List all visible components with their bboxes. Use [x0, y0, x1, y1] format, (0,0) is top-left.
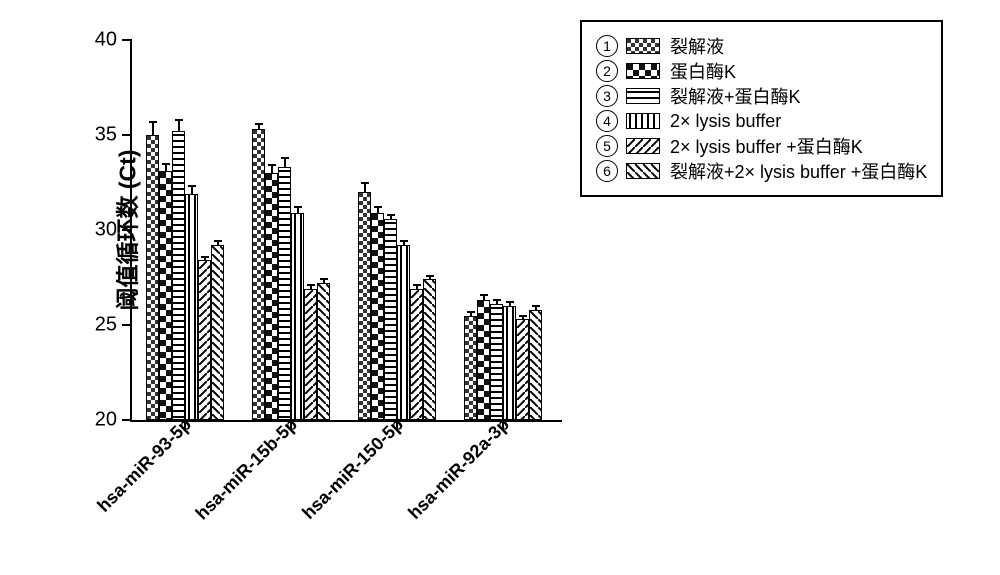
legend-swatch: [626, 63, 660, 79]
bar: [477, 300, 490, 420]
bar: [198, 260, 211, 420]
plot-area: 2025303540hsa-miR-93-5phsa-miR-15b-5phsa…: [130, 40, 562, 422]
legend-label: 裂解液+蛋白酶K: [670, 83, 801, 109]
y-tick-label: 20: [87, 409, 117, 432]
x-tick-label: hsa-miR-15b-5p: [192, 414, 302, 524]
legend-row: 5 2× lysis buffer +蛋白酶K: [596, 135, 927, 157]
error-cap: [413, 284, 421, 286]
bar: [304, 289, 317, 420]
bar: [464, 316, 477, 421]
legend-number: 5: [596, 135, 618, 157]
chart-container: 阈值循环数 (Ct) 2025303540hsa-miR-93-5phsa-mi…: [40, 10, 960, 565]
legend-label: 裂解液+2× lysis buffer +蛋白酶K: [670, 158, 927, 184]
error-cap: [532, 305, 540, 307]
error-cap: [201, 256, 209, 258]
legend-number: 2: [596, 60, 618, 82]
legend-number: 4: [596, 110, 618, 132]
error-stem: [178, 120, 180, 131]
error-cap: [506, 301, 514, 303]
error-stem: [152, 122, 154, 135]
bar: [423, 279, 436, 420]
legend-box: 1 裂解液 2 蛋白酶K 3 裂解液+蛋白酶K 4 2× lysis buffer 5 2× ly…: [580, 20, 943, 197]
bar: [172, 131, 185, 420]
bar: [211, 245, 224, 420]
bar: [159, 171, 172, 420]
error-cap: [374, 206, 382, 208]
y-tick: [122, 229, 132, 231]
error-cap: [255, 123, 263, 125]
error-cap: [387, 214, 395, 216]
error-cap: [320, 278, 328, 280]
error-cap: [307, 284, 315, 286]
bar: [146, 135, 159, 420]
error-cap: [426, 275, 434, 277]
y-tick: [122, 39, 132, 41]
x-tick-label: hsa-miR-92a-3p: [404, 414, 514, 524]
legend-row: 3 裂解液+蛋白酶K: [596, 85, 927, 107]
x-tick-label: hsa-miR-150-5p: [298, 414, 408, 524]
bar: [503, 306, 516, 420]
bar: [410, 289, 423, 420]
bar: [384, 219, 397, 420]
bar: [490, 304, 503, 420]
legend-row: 2 蛋白酶K: [596, 60, 927, 82]
y-tick-label: 40: [87, 29, 117, 52]
error-cap: [519, 315, 527, 317]
y-tick: [122, 324, 132, 326]
error-cap: [149, 121, 157, 123]
error-cap: [175, 119, 183, 121]
legend-label: 2× lysis buffer: [670, 111, 781, 132]
bar: [516, 319, 529, 420]
error-cap: [493, 299, 501, 301]
bar: [252, 129, 265, 420]
legend-swatch: [626, 163, 660, 179]
bar: [278, 167, 291, 420]
error-cap: [281, 157, 289, 159]
error-cap: [467, 311, 475, 313]
y-tick-label: 25: [87, 314, 117, 337]
y-tick: [122, 134, 132, 136]
legend-row: 6 裂解液+2× lysis buffer +蛋白酶K: [596, 160, 927, 182]
error-cap: [214, 240, 222, 242]
bar: [317, 283, 330, 420]
legend-swatch: [626, 38, 660, 54]
bar: [185, 194, 198, 420]
error-cap: [361, 182, 369, 184]
legend-row: 1 裂解液: [596, 35, 927, 57]
legend-number: 3: [596, 85, 618, 107]
legend-label: 裂解液: [670, 33, 724, 59]
legend-swatch: [626, 113, 660, 129]
error-stem: [284, 158, 286, 168]
legend-number: 6: [596, 160, 618, 182]
error-cap: [480, 294, 488, 296]
error-cap: [400, 240, 408, 242]
error-stem: [364, 183, 366, 193]
legend-swatch: [626, 88, 660, 104]
legend-number: 1: [596, 35, 618, 57]
y-tick-label: 30: [87, 219, 117, 242]
error-stem: [191, 186, 193, 194]
legend-label: 蛋白酶K: [670, 58, 736, 84]
error-stem: [271, 165, 273, 173]
error-cap: [294, 206, 302, 208]
bar: [358, 192, 371, 420]
bar: [529, 310, 542, 420]
y-tick: [122, 419, 132, 421]
bar: [265, 173, 278, 420]
legend-label: 2× lysis buffer +蛋白酶K: [670, 133, 863, 159]
bar: [291, 213, 304, 420]
error-stem: [165, 164, 167, 172]
bar: [397, 245, 410, 420]
error-cap: [162, 163, 170, 165]
legend-swatch: [626, 138, 660, 154]
y-tick-label: 35: [87, 124, 117, 147]
legend-row: 4 2× lysis buffer: [596, 110, 927, 132]
error-cap: [268, 164, 276, 166]
error-cap: [188, 185, 196, 187]
bar: [371, 213, 384, 420]
